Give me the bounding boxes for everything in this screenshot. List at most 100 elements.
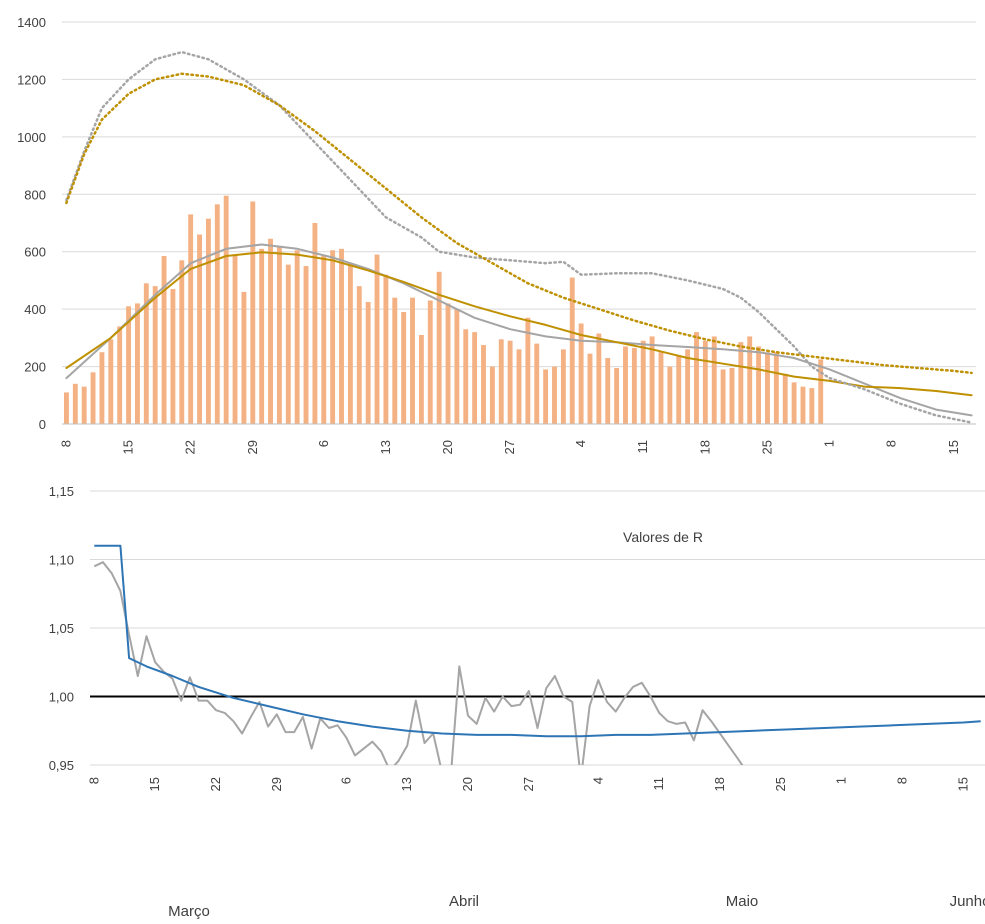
- bar: [578, 323, 584, 424]
- x-tick-label: 15: [121, 440, 136, 454]
- x-tick-label: 11: [635, 440, 650, 454]
- bar: [161, 256, 167, 424]
- bar: [276, 245, 282, 424]
- x-tick-label: 25: [759, 440, 774, 454]
- month-label: Março: [168, 903, 210, 920]
- x-tick-label: 8: [58, 440, 73, 447]
- bar: [756, 346, 762, 424]
- bar: [587, 353, 593, 424]
- bar: [339, 248, 344, 424]
- series-line-grey: [93, 561, 744, 765]
- x-tick-label: 13: [378, 440, 393, 454]
- bar: [214, 204, 220, 424]
- x-tick-label: 22: [183, 440, 198, 454]
- bar: [676, 355, 682, 424]
- bar: [108, 339, 114, 424]
- r-values-chart: 0,95 1,00 1,05 1,10 1,15 Valores de R 8 15 22 29 6…: [49, 484, 985, 920]
- series-line-grey: [65, 243, 973, 417]
- bar: [205, 218, 211, 424]
- bar: [516, 349, 522, 424]
- y-tick-label: 1000: [17, 130, 46, 145]
- bar: [747, 336, 753, 424]
- bar: [321, 256, 327, 424]
- x-tick-label: 1: [822, 440, 837, 447]
- y-tick-label: 800: [24, 187, 46, 202]
- bar: [472, 332, 478, 424]
- bar: [312, 223, 318, 424]
- y-tick-label: 1200: [17, 72, 46, 87]
- x-tick-label: 15: [955, 777, 970, 791]
- bar: [99, 352, 105, 424]
- y-tick-label: 1,15: [49, 484, 74, 499]
- x-tick-label: 4: [590, 777, 605, 784]
- x-tick-label: 18: [697, 440, 712, 454]
- bar: [552, 366, 557, 424]
- bar: [631, 347, 637, 424]
- bar: [667, 366, 673, 424]
- bar: [525, 317, 531, 424]
- cases-chart: 0 200 400 600 800 1000 1200 1400 8 15 22 29 6 13 20 27 4…: [17, 15, 976, 454]
- bar: [702, 340, 708, 424]
- bar: [534, 343, 540, 424]
- x-tick-label: 25: [773, 777, 788, 791]
- bar: [90, 372, 96, 424]
- bar: [640, 340, 646, 424]
- bar: [170, 289, 176, 424]
- bar: [498, 339, 504, 424]
- bar: [72, 383, 78, 424]
- bar: [223, 195, 229, 424]
- bar: [809, 388, 815, 424]
- bar: [117, 326, 123, 424]
- y-tick-label: 0: [39, 417, 46, 432]
- bar: [773, 352, 779, 424]
- x-tick-label: 18: [712, 777, 727, 791]
- x-tick-label: 27: [521, 777, 536, 791]
- bar: [463, 329, 469, 424]
- x-tick-label: 8: [884, 440, 899, 447]
- bar: [232, 254, 238, 424]
- y-tick-label: 1,00: [49, 690, 74, 705]
- bar: [81, 386, 87, 424]
- bar: [791, 382, 797, 424]
- x-tick-label: 15: [147, 777, 162, 791]
- bar: [250, 201, 256, 424]
- y-tick-label: 200: [24, 360, 46, 375]
- bar: [543, 369, 549, 424]
- bar: [188, 214, 194, 424]
- bar: [241, 291, 247, 424]
- bar: [685, 349, 691, 424]
- bar: [649, 336, 655, 424]
- x-tick-label: 8: [894, 777, 909, 784]
- bar: [765, 352, 770, 424]
- bar: [445, 303, 451, 424]
- bar: [729, 368, 735, 424]
- bar: [481, 345, 486, 424]
- bar: [738, 342, 744, 424]
- series-line-dotted-grey: [65, 50, 973, 424]
- x-tick-label: 13: [399, 777, 414, 791]
- month-label: Maio: [726, 893, 759, 910]
- month-label: Abril: [449, 893, 479, 910]
- bar: [436, 271, 442, 424]
- chart-title: Valores de R: [623, 529, 703, 545]
- bar: [782, 373, 788, 424]
- bar: [596, 333, 602, 424]
- bar: [356, 286, 362, 424]
- bar: [614, 368, 620, 424]
- x-tick-label: 15: [946, 440, 961, 454]
- x-tick-label: 11: [651, 777, 666, 791]
- bar: [143, 283, 149, 424]
- series-line-blue: [94, 544, 981, 738]
- x-tick-label: 27: [502, 440, 517, 454]
- bar: [454, 309, 460, 424]
- bar: [489, 366, 495, 424]
- bar: [294, 250, 300, 424]
- bar: [410, 297, 415, 424]
- bar: [63, 392, 69, 424]
- bar: [383, 274, 389, 424]
- bar: [427, 300, 433, 424]
- x-tick-label: 29: [269, 777, 284, 791]
- bar: [711, 336, 717, 424]
- bar: [268, 238, 273, 424]
- x-tick-label: 8: [86, 777, 101, 784]
